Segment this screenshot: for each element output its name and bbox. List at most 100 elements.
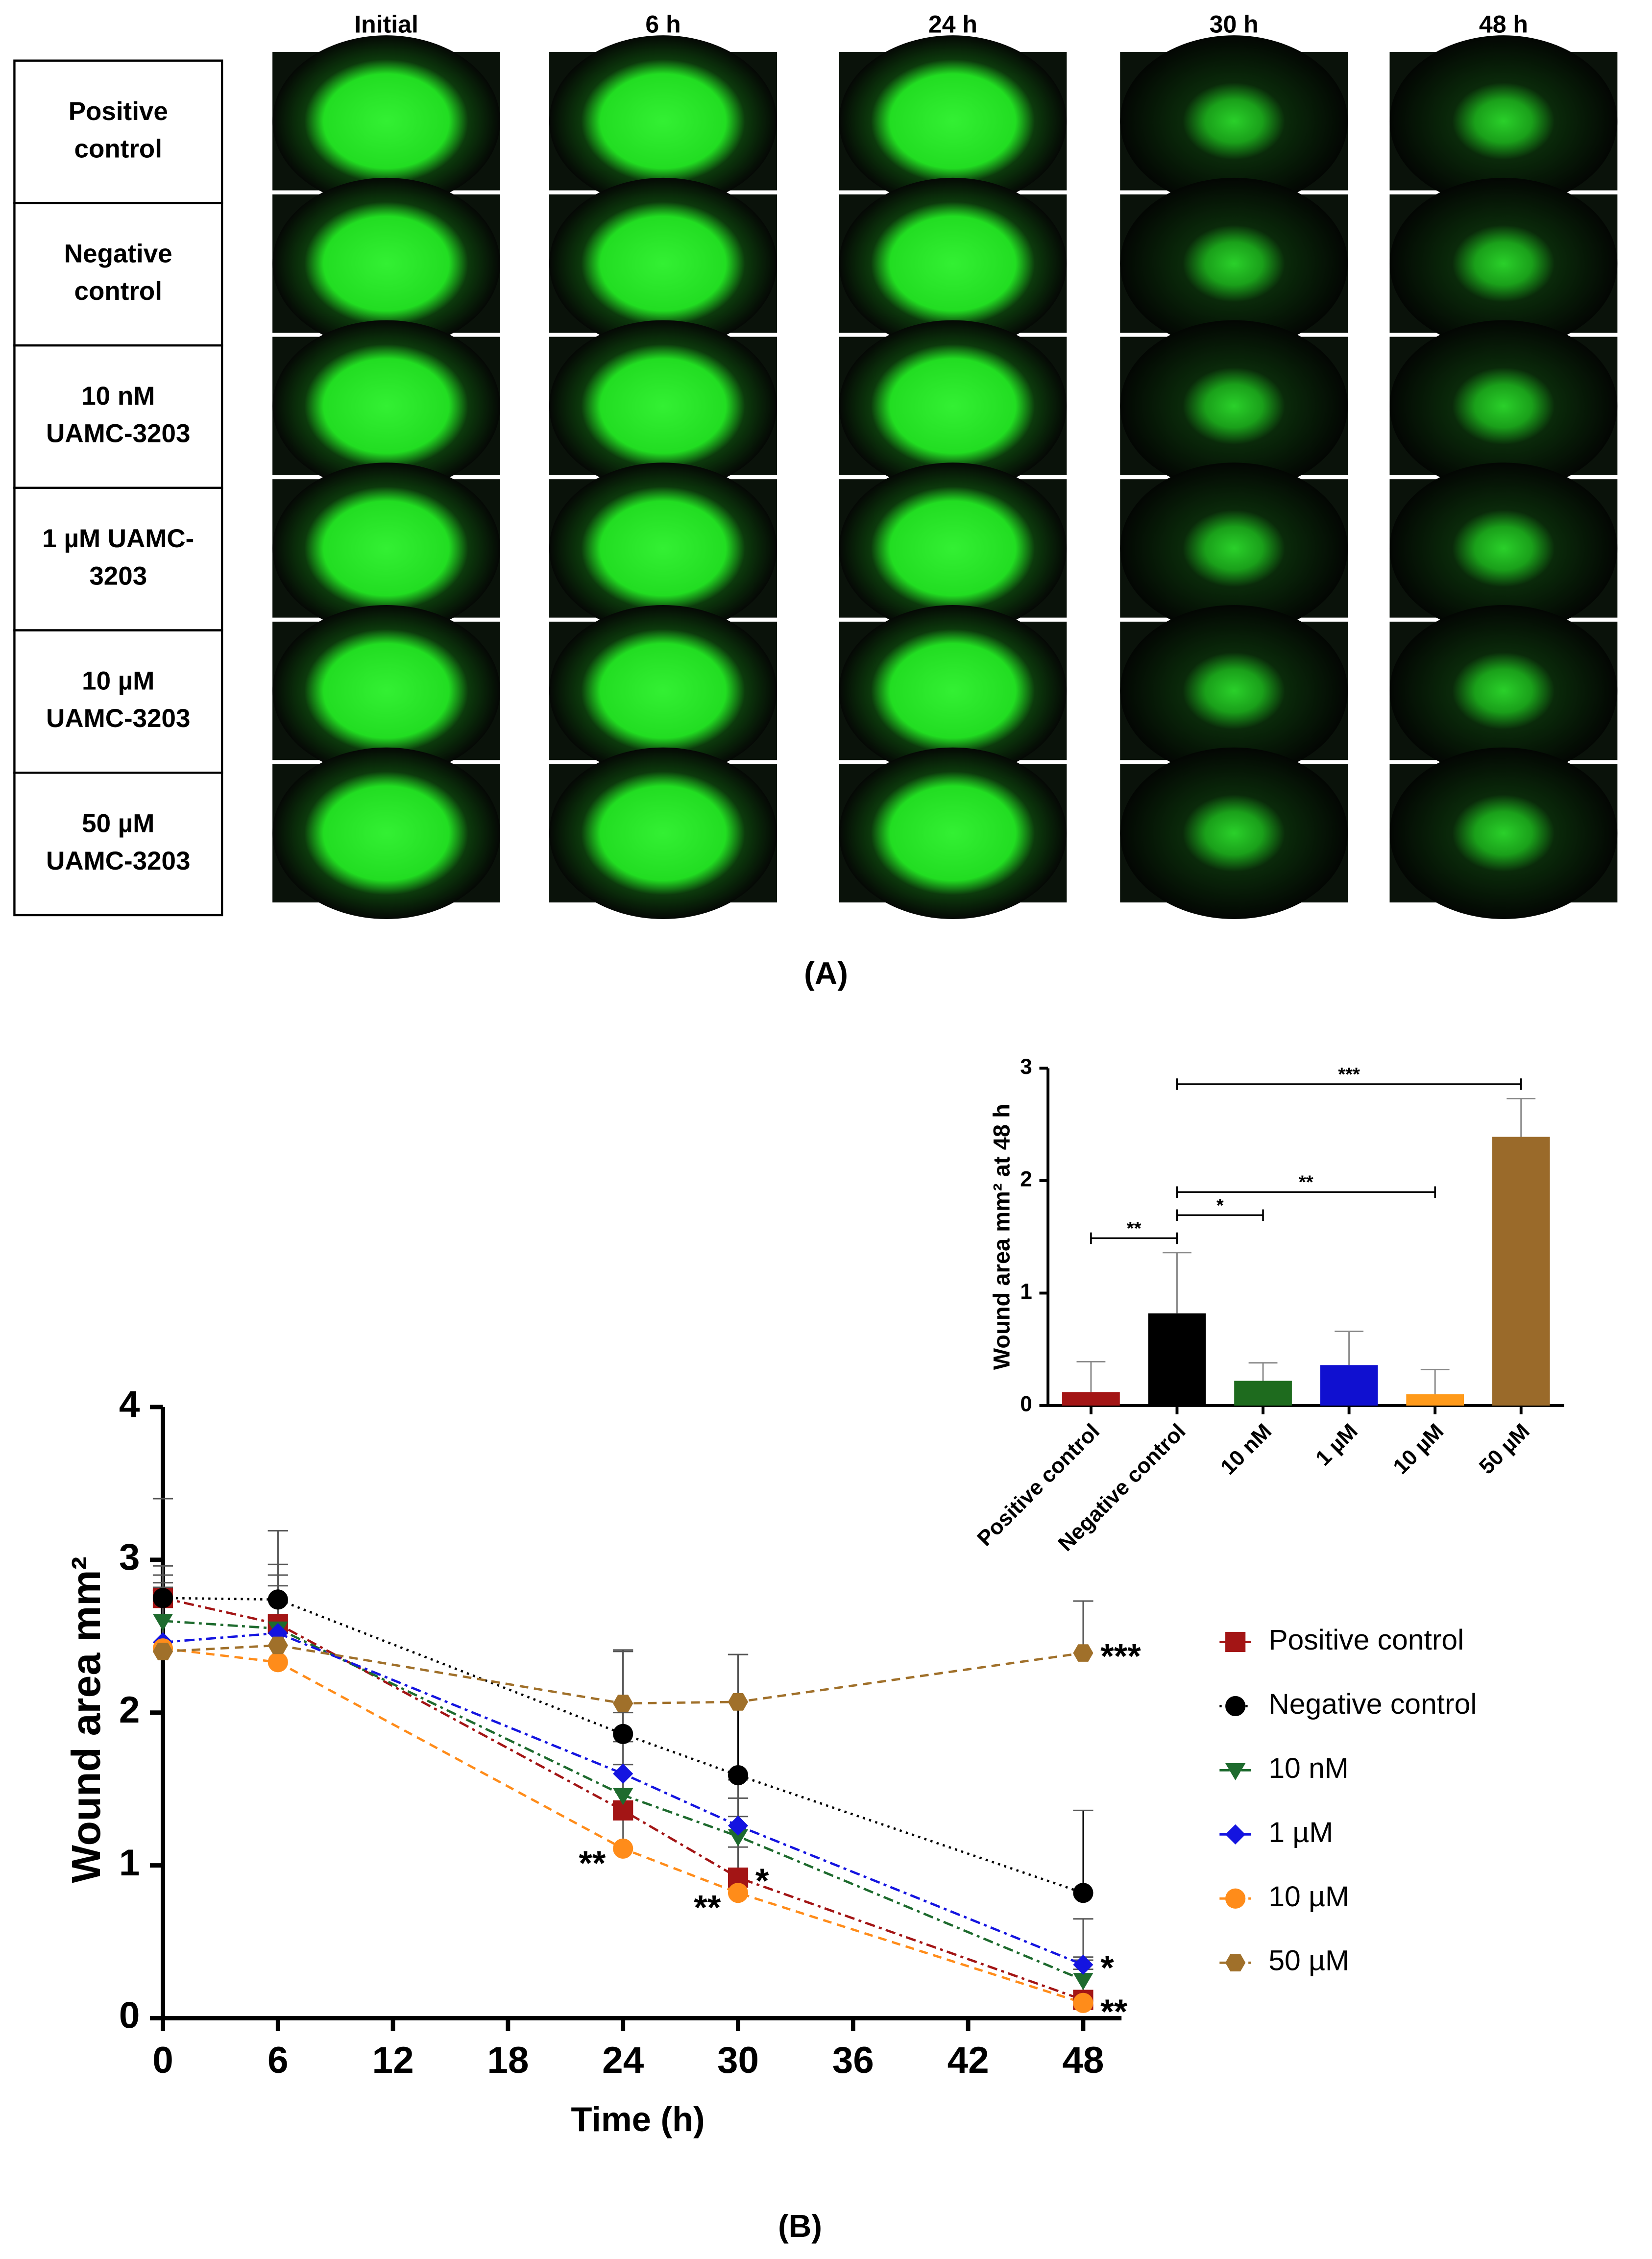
x-tick-label: 0: [152, 2040, 173, 2081]
row-label: UAMC-3203: [46, 419, 190, 448]
row-label-cell: [13, 772, 223, 917]
legend-marker: [1225, 1954, 1246, 1972]
y-tick-label: 4: [119, 1384, 140, 1425]
y-tick-label: 3: [1020, 1055, 1032, 1079]
y-tick-label: 2: [1020, 1167, 1032, 1191]
significance-label: *: [755, 1861, 769, 1900]
micrograph-cornea: [1120, 177, 1348, 350]
marker: [728, 1883, 749, 1903]
legend-label: Negative control: [1268, 1688, 1477, 1720]
legend-marker: [1225, 1763, 1246, 1780]
micrograph-cornea: [272, 35, 501, 207]
marker: [152, 1588, 173, 1608]
micrograph-cornea: [549, 605, 777, 777]
marker: [1073, 1973, 1093, 1991]
row-label-cell: [13, 59, 223, 204]
marker: [613, 1724, 633, 1744]
row-label: 1 µM UAMC-: [42, 524, 194, 553]
micrograph-cornea: [839, 747, 1067, 919]
micrograph-cornea: [272, 462, 501, 634]
x-tick-label: 24: [602, 2040, 644, 2081]
row-label: UAMC-3203: [46, 847, 190, 875]
marker: [613, 1763, 633, 1784]
x-tick-label: 6: [267, 2040, 289, 2081]
y-tick-label: 1: [1020, 1280, 1032, 1304]
row-label: 10 µM: [82, 667, 154, 696]
micrograph-cornea: [1389, 462, 1618, 634]
legend-label: Positive control: [1268, 1624, 1464, 1656]
x-tick-label: 42: [947, 2040, 989, 2081]
legend-label: 50 µM: [1268, 1945, 1349, 1977]
comparison-label: *: [1216, 1195, 1224, 1216]
x-tick-label: 30: [717, 2040, 759, 2081]
micrograph-cornea: [839, 177, 1067, 350]
micrograph-cornea: [1389, 35, 1618, 207]
row-label-cell: [13, 344, 223, 489]
marker: [267, 1636, 288, 1654]
x-tick-label: 18: [487, 2040, 529, 2081]
micrograph-cornea: [549, 747, 777, 919]
marker: [1073, 1992, 1093, 2013]
y-axis-title: Wound area mm² at 48 h: [988, 1104, 1014, 1370]
micrograph-cornea: [1120, 462, 1348, 634]
micrograph-cornea: [839, 462, 1067, 634]
significance-label: ***: [1100, 1636, 1141, 1675]
legend-marker: [1225, 1696, 1246, 1717]
micrograph-cornea: [1389, 177, 1618, 350]
column-header: 30 h: [1210, 10, 1259, 38]
micrograph-cornea: [1120, 35, 1348, 207]
significance-label: **: [1100, 1992, 1127, 2031]
bar: [1148, 1313, 1206, 1406]
row-label: 50 µM: [82, 809, 154, 838]
y-tick-label: 3: [119, 1536, 140, 1578]
comparison-label: ***: [1338, 1064, 1360, 1085]
legend-label: 10 µM: [1268, 1881, 1349, 1913]
row-label: 3203: [89, 561, 147, 590]
row-label: Negative: [64, 240, 172, 268]
column-header: Initial: [354, 10, 418, 38]
marker: [728, 1765, 749, 1786]
micrograph-cornea: [839, 35, 1067, 207]
micrograph-cornea: [272, 747, 501, 919]
micrograph-cornea: [549, 320, 777, 492]
x-tick-label: 36: [832, 2040, 874, 2081]
marker: [613, 1695, 633, 1712]
marker: [728, 1693, 749, 1711]
legend-marker: [1225, 1631, 1246, 1652]
legend-label: 10 nM: [1268, 1752, 1349, 1784]
y-tick-label: 0: [119, 1995, 140, 2037]
micrograph-cornea: [1389, 320, 1618, 492]
column-header: 6 h: [645, 10, 680, 38]
row-label-cell: [13, 202, 223, 347]
row-label: control: [74, 134, 162, 163]
y-tick-label: 2: [119, 1689, 140, 1731]
micrograph-cornea: [839, 320, 1067, 492]
marker: [728, 1815, 749, 1836]
marker: [1073, 1644, 1093, 1662]
marker: [267, 1589, 288, 1610]
x-tick-label: 12: [372, 2040, 414, 2081]
legend-label: 1 µM: [1268, 1817, 1333, 1848]
micrograph-cornea: [1389, 605, 1618, 777]
bar: [1406, 1394, 1464, 1406]
significance-label: *: [1100, 1948, 1114, 1987]
marker: [1073, 1883, 1093, 1903]
bar: [1234, 1381, 1292, 1406]
marker: [267, 1652, 288, 1673]
comparison-label: **: [1299, 1172, 1313, 1193]
marker: [613, 1838, 633, 1859]
series-line: [163, 1632, 1084, 1966]
marker: [152, 1643, 173, 1660]
micrograph-cornea: [272, 320, 501, 492]
row-label-cell: [13, 486, 223, 632]
panel-label: (A): [804, 955, 848, 991]
significance-label: **: [579, 1844, 606, 1882]
y-tick-label: 0: [1020, 1392, 1032, 1416]
series-line: [162, 1597, 1084, 2001]
x-tick-label: 48: [1062, 2040, 1104, 2081]
row-label: control: [74, 277, 162, 306]
row-label: 10 nM: [81, 382, 155, 411]
y-axis-title: Wound area mm²: [64, 1556, 109, 1883]
